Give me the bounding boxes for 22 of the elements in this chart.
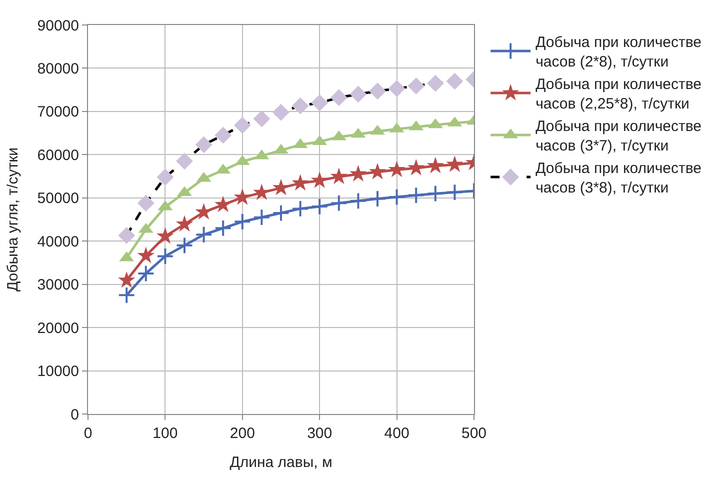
y-tick-label: 90000 [37, 17, 79, 34]
legend-label: Добыча при количестве часов (3*8), т/сутки [536, 160, 702, 197]
y-tick-label: 40000 [37, 233, 79, 250]
legend-label: Добыча при количестве часов (2*8), т/сутки [536, 34, 702, 71]
x-tick-label: 300 [307, 425, 332, 442]
y-tick-label: 10000 [37, 363, 79, 380]
legend-label: Добыча при количестве часов (2,25*8), т/сутки [536, 76, 702, 113]
y-tick-label: 0 [70, 406, 79, 424]
x-tick-label: 500 [461, 425, 487, 442]
x-tick-label: 400 [384, 425, 410, 442]
x-axis-title: Длина лавы, м [230, 454, 332, 471]
y-tick-label: 30000 [37, 276, 79, 294]
x-tick-label: 200 [230, 425, 255, 442]
y-tick-label: 50000 [37, 190, 79, 208]
legend-label: Добыча при количестве часов (3*7), т/сутки [536, 118, 702, 155]
y-tick-label: 60000 [37, 146, 79, 164]
x-tick-label: 0 [84, 425, 92, 442]
y-axis-title: Добыча угля, т/сутки [4, 147, 22, 292]
y-tick-label: 80000 [37, 60, 79, 78]
x-tick-label: 100 [152, 425, 178, 442]
y-tick-label: 20000 [37, 320, 79, 337]
y-tick-label: 70000 [37, 104, 79, 121]
